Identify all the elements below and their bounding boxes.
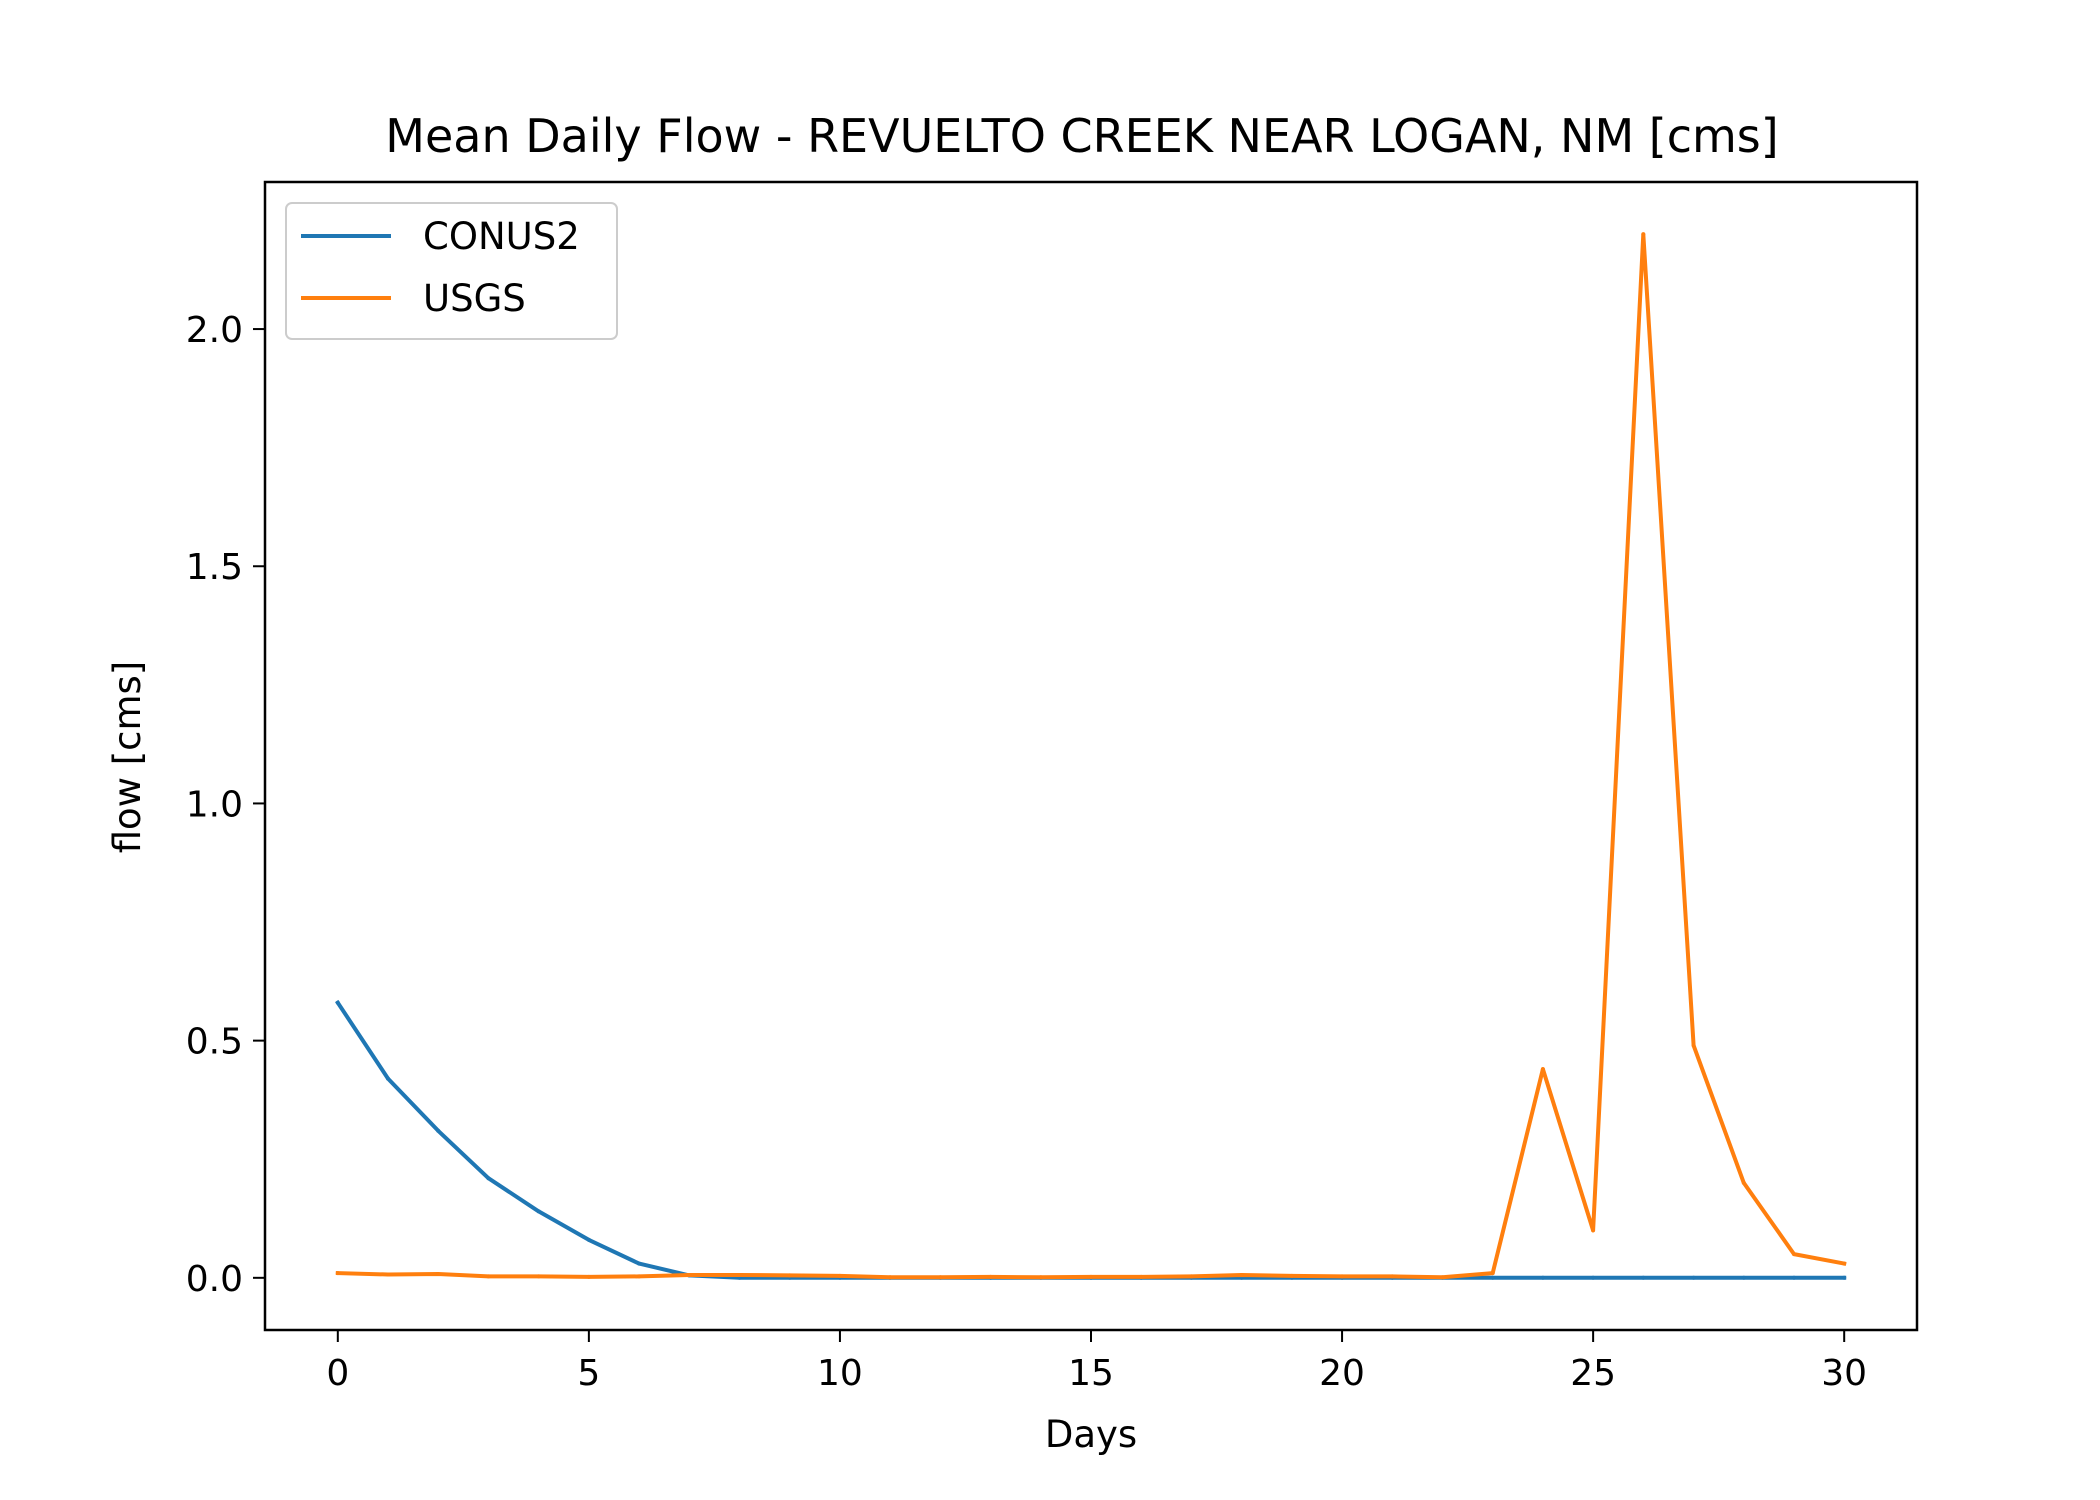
y-tick-label: 0.5 — [186, 1022, 243, 1063]
series-layer — [335, 232, 1847, 1280]
data-point — [1842, 1275, 1847, 1280]
data-point — [386, 1076, 390, 1081]
data-point — [1089, 1274, 1093, 1279]
data-point — [436, 1128, 441, 1133]
data-point — [486, 1176, 491, 1181]
data-point — [637, 1261, 642, 1266]
data-point — [1540, 1067, 1545, 1072]
x-axis: 0 5 10 15 20 25 30 — [326, 1330, 1867, 1394]
data-point — [687, 1273, 692, 1277]
data-point — [1641, 1275, 1646, 1280]
data-point — [1289, 1273, 1294, 1278]
data-point — [1490, 1271, 1495, 1276]
x-tick-label: 20 — [1319, 1353, 1365, 1394]
x-tick-label: 5 — [577, 1353, 600, 1394]
y-tick-label: 0.0 — [186, 1259, 243, 1300]
x-axis-label: Days — [1045, 1413, 1137, 1456]
data-point — [586, 1237, 591, 1242]
data-point — [1340, 1274, 1345, 1279]
legend-label-usgs: USGS — [423, 277, 526, 320]
data-point — [1591, 1275, 1596, 1280]
data-point — [1390, 1274, 1395, 1279]
x-tick-label: 25 — [1570, 1353, 1616, 1394]
legend-label-conus2: CONUS2 — [423, 215, 580, 258]
data-point — [837, 1273, 842, 1278]
chart-title: Mean Daily Flow - REVUELTO CREEK NEAR LO… — [385, 109, 1778, 163]
data-point — [436, 1272, 441, 1276]
data-point — [1641, 232, 1646, 237]
y-tick-label: 2.0 — [186, 310, 243, 351]
data-point — [1591, 1228, 1596, 1233]
data-point — [888, 1275, 893, 1280]
data-point — [988, 1274, 993, 1279]
data-point — [1139, 1274, 1144, 1279]
data-point — [1741, 1180, 1746, 1185]
y-axis: 0.0 0.5 1.0 1.5 2.0 — [186, 310, 265, 1300]
data-point — [486, 1274, 491, 1279]
y-tick-label: 1.0 — [186, 784, 243, 825]
data-point — [335, 1271, 340, 1276]
data-point — [335, 1000, 340, 1005]
data-point — [1842, 1261, 1847, 1266]
data-point — [1038, 1275, 1043, 1280]
y-axis-label: flow [cms] — [106, 661, 149, 854]
data-point — [1189, 1274, 1194, 1279]
data-point — [1490, 1275, 1495, 1280]
data-point — [1792, 1275, 1796, 1280]
x-tick-label: 15 — [1068, 1353, 1114, 1394]
data-point — [1792, 1252, 1796, 1257]
y-tick-label: 1.5 — [186, 547, 243, 588]
legend: CONUS2 USGS — [285, 202, 618, 340]
data-point — [1741, 1275, 1746, 1280]
data-point — [1440, 1275, 1445, 1280]
data-point — [586, 1274, 591, 1279]
x-tick-label: 0 — [326, 1353, 349, 1394]
series-points-usgs — [335, 232, 1847, 1280]
data-point — [1691, 1043, 1696, 1048]
data-point — [1239, 1273, 1244, 1277]
data-point — [536, 1209, 541, 1214]
data-point — [938, 1275, 943, 1280]
data-point — [1691, 1275, 1696, 1280]
data-point — [1540, 1275, 1545, 1280]
data-point — [737, 1273, 742, 1277]
x-tick-label: 30 — [1821, 1353, 1867, 1394]
data-point — [536, 1274, 541, 1279]
data-point — [787, 1273, 792, 1278]
x-tick-label: 10 — [817, 1353, 863, 1394]
data-point — [386, 1272, 390, 1277]
data-point — [637, 1274, 642, 1279]
